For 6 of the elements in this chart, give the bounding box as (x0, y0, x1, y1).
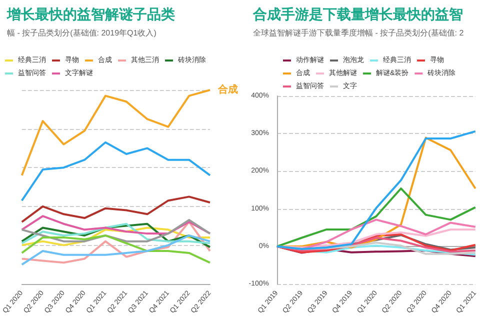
text: 合成 (218, 84, 238, 96)
chart-subtitle: 幅 - 按子品类划分(基础值: 2019年Q1收入) (7, 28, 157, 38)
chart-title: 增长最快的益智解谜子品类 (6, 6, 175, 22)
line-series (276, 187, 476, 248)
chart-subtitle: 全球益智解谜手游下载量季度增幅 - 按子品类划分(基础值: 2 (253, 28, 464, 38)
chart-title: 合成手游是下载量增长最快的益智 (252, 6, 463, 22)
